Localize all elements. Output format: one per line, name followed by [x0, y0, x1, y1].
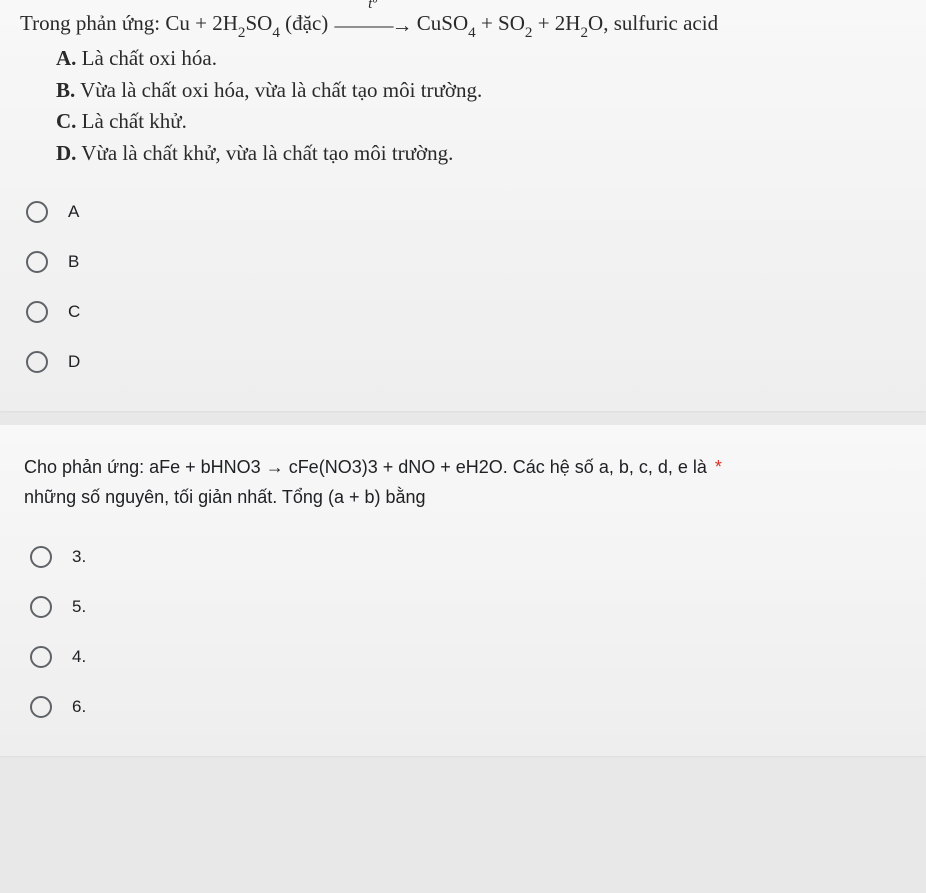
q1-radio-list: A B C D [20, 187, 906, 387]
option-label: D. [56, 141, 76, 165]
q1-sub: 2 [238, 25, 246, 41]
q1-stem-part: SO [245, 11, 272, 35]
q1-radio-row-d[interactable]: D [20, 337, 906, 387]
option-label: B. [56, 78, 75, 102]
q1-stem-part: + SO [476, 11, 525, 35]
radio-label: B [68, 252, 79, 272]
radio-icon[interactable] [26, 251, 48, 273]
radio-icon[interactable] [26, 351, 48, 373]
radio-icon[interactable] [30, 596, 52, 618]
radio-icon[interactable] [30, 646, 52, 668]
q2-radio-row-3[interactable]: 3. [24, 532, 902, 582]
q2-stem: Cho phản ứng: aFe + bHNO3 → cFe(NO3)3 + … [24, 453, 902, 512]
q1-option-c-text: C. Là chất khử. [56, 106, 906, 138]
option-label: A. [56, 46, 76, 70]
q1-sub: 2 [525, 25, 533, 41]
radio-icon[interactable] [26, 301, 48, 323]
q1-stem: Trong phản ứng: Cu + 2H2SO4 (đặc) tº———→… [20, 8, 906, 169]
q1-sub: 4 [272, 25, 280, 41]
option-text: Vừa là chất oxi hóa, vừa là chất tạo môi… [75, 78, 482, 102]
q1-stem-part: CuSO [412, 11, 469, 35]
q1-option-d-text: D. Vừa là chất khử, vừa là chất tạo môi … [56, 138, 906, 170]
radio-icon[interactable] [30, 546, 52, 568]
option-label: C. [56, 109, 76, 133]
option-text: Là chất oxi hóa. [76, 46, 217, 70]
radio-icon[interactable] [30, 696, 52, 718]
required-asterisk: * [715, 457, 722, 477]
q1-option-a-text: A. Là chất oxi hóa. [56, 43, 906, 75]
radio-label: C [68, 302, 80, 322]
q2-line2: những số nguyên, tối giản nhất. Tổng (a … [24, 487, 426, 507]
q1-radio-row-b[interactable]: B [20, 237, 906, 287]
q1-stem-part: Trong phản ứng: Cu + 2H [20, 11, 238, 35]
radio-label: 3. [72, 547, 86, 567]
radio-label: D [68, 352, 80, 372]
question-card-2-inner: Cho phản ứng: aFe + bHNO3 → cFe(NO3)3 + … [0, 425, 926, 756]
q2-radio-list: 3. 5. 4. 6. [24, 532, 902, 732]
q1-stem-part: + 2H [532, 11, 580, 35]
radio-label: A [68, 202, 79, 222]
question-card-1-inner: Trong phản ứng: Cu + 2H2SO4 (đặc) tº———→… [0, 0, 926, 411]
radio-label: 5. [72, 597, 86, 617]
q1-radio-row-c[interactable]: C [20, 287, 906, 337]
q1-radio-row-a[interactable]: A [20, 187, 906, 237]
q1-sub: 2 [580, 25, 588, 41]
question-card-1: Trong phản ứng: Cu + 2H2SO4 (đặc) tº———→… [0, 0, 926, 411]
q1-stem-part: (đặc) [280, 11, 334, 35]
q1-option-b-text: B. Vừa là chất oxi hóa, vừa là chất tạo … [56, 75, 906, 107]
q2-radio-row-5[interactable]: 5. [24, 582, 902, 632]
radio-icon[interactable] [26, 201, 48, 223]
q1-options-block: A. Là chất oxi hóa. B. Vừa là chất oxi h… [56, 43, 906, 169]
arrow-top-label: tº [334, 0, 412, 16]
option-text: Vừa là chất khử, vừa là chất tạo môi trư… [76, 141, 453, 165]
q2-radio-row-6[interactable]: 6. [24, 682, 902, 732]
q2-line1: Cho phản ứng: aFe + bHNO3 → cFe(NO3)3 + … [24, 457, 712, 477]
radio-label: 6. [72, 697, 86, 717]
question-card-2: Cho phản ứng: aFe + bHNO3 → cFe(NO3)3 + … [0, 425, 926, 756]
reaction-arrow: tº———→ [334, 10, 412, 40]
radio-label: 4. [72, 647, 86, 667]
q1-stem-part: O, sulfuric acid [588, 11, 718, 35]
option-text: Là chất khử. [76, 109, 187, 133]
q2-radio-row-4[interactable]: 4. [24, 632, 902, 682]
q1-sub: 4 [468, 25, 476, 41]
